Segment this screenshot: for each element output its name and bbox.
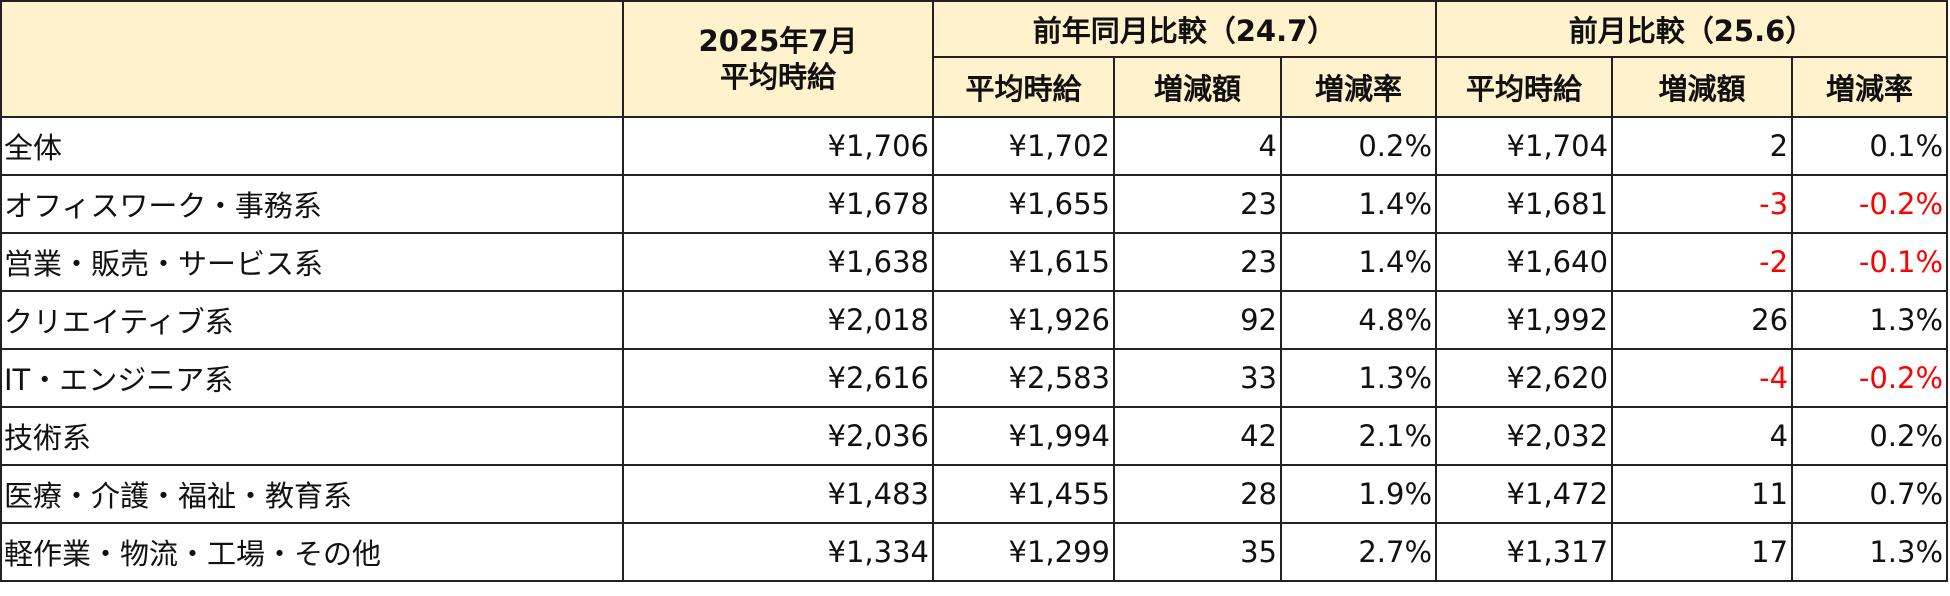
yoy-avg-cell: ¥1,702 bbox=[932, 116, 1115, 176]
category-cell: IT・エンジニア系 bbox=[0, 348, 624, 408]
mom-avg-cell: ¥1,681 bbox=[1435, 174, 1614, 234]
yoy-diff-cell: 23 bbox=[1113, 174, 1282, 234]
yoy-avg-header: 平均時給 bbox=[932, 56, 1115, 118]
mom-rate-cell: -0.2% bbox=[1791, 174, 1949, 234]
yoy-avg-cell: ¥1,994 bbox=[932, 406, 1115, 466]
mom-rate-header: 増減率 bbox=[1791, 56, 1949, 118]
mom-group-header: 前月比較（25.6） bbox=[1435, 0, 1949, 58]
yoy-rate-cell: 2.7% bbox=[1279, 522, 1438, 582]
yoy-rate-cell: 0.2% bbox=[1279, 116, 1438, 176]
mom-avg-cell: ¥2,032 bbox=[1435, 406, 1614, 466]
yoy-rate-cell: 1.9% bbox=[1279, 464, 1438, 524]
header-row-groups: 2025年7月 平均時給 前年同月比較（24.7） 前月比較（25.6） bbox=[0, 0, 1949, 118]
yoy-rate-cell: 4.8% bbox=[1279, 290, 1438, 350]
yoy-diff-cell: 4 bbox=[1113, 116, 1282, 176]
yoy-rate-cell: 2.1% bbox=[1279, 406, 1438, 466]
yoy-avg-cell: ¥1,455 bbox=[932, 464, 1115, 524]
yoy-avg-cell: ¥1,299 bbox=[932, 522, 1115, 582]
yoy-group-header: 前年同月比較（24.7） bbox=[931, 0, 1438, 58]
mom-rate-cell: 0.7% bbox=[1791, 464, 1949, 524]
yoy-diff-cell: 33 bbox=[1113, 348, 1282, 408]
wage-comparison-table: 2025年7月 平均時給 前年同月比較（24.7） 前月比較（25.6） 平均時… bbox=[0, 0, 1949, 582]
current-avg-cell: ¥1,334 bbox=[622, 522, 934, 582]
mom-avg-cell: ¥1,640 bbox=[1435, 232, 1614, 292]
yoy-rate-cell: 1.4% bbox=[1279, 174, 1438, 234]
category-cell: 全体 bbox=[0, 116, 624, 176]
category-header-cell bbox=[0, 0, 624, 118]
category-cell: 営業・販売・サービス系 bbox=[0, 232, 624, 292]
mom-avg-cell: ¥1,992 bbox=[1435, 290, 1614, 350]
mom-rate-cell: 0.2% bbox=[1791, 406, 1949, 466]
yoy-avg-cell: ¥2,583 bbox=[932, 348, 1115, 408]
category-cell: 軽作業・物流・工場・その他 bbox=[0, 522, 624, 582]
table-row: 全体 ¥1,706 ¥1,702 4 0.2% ¥1,704 2 0.1% bbox=[0, 116, 1949, 176]
mom-rate-cell: 1.3% bbox=[1791, 522, 1949, 582]
yoy-avg-cell: ¥1,615 bbox=[932, 232, 1115, 292]
current-period-header: 2025年7月 平均時給 bbox=[622, 0, 934, 118]
mom-avg-cell: ¥2,620 bbox=[1435, 348, 1614, 408]
mom-diff-cell: -4 bbox=[1611, 348, 1794, 408]
mom-rate-cell: 1.3% bbox=[1791, 290, 1949, 350]
current-avg-cell: ¥1,678 bbox=[622, 174, 934, 234]
current-period-label: 2025年7月 bbox=[698, 24, 858, 58]
yoy-diff-cell: 42 bbox=[1113, 406, 1282, 466]
mom-avg-cell: ¥1,472 bbox=[1435, 464, 1614, 524]
mom-diff-cell: -3 bbox=[1611, 174, 1794, 234]
mom-rate-cell: -0.1% bbox=[1791, 232, 1949, 292]
table-row: オフィスワーク・事務系 ¥1,678 ¥1,655 23 1.4% ¥1,681… bbox=[0, 174, 1949, 234]
header-row-columns: 平均時給 増減額 増減率 平均時給 増減額 増減率 bbox=[1, 56, 1949, 118]
current-avg-cell: ¥2,018 bbox=[622, 290, 934, 350]
mom-avg-cell: ¥1,317 bbox=[1435, 522, 1614, 582]
table-row: 軽作業・物流・工場・その他 ¥1,334 ¥1,299 35 2.7% ¥1,3… bbox=[0, 522, 1949, 582]
mom-rate-cell: -0.2% bbox=[1791, 348, 1949, 408]
yoy-diff-cell: 92 bbox=[1113, 290, 1282, 350]
current-avg-cell: ¥2,036 bbox=[622, 406, 934, 466]
mom-diff-cell: 26 bbox=[1611, 290, 1794, 350]
yoy-diff-header: 増減額 bbox=[1113, 56, 1282, 118]
table-row: 医療・介護・福祉・教育系 ¥1,483 ¥1,455 28 1.9% ¥1,47… bbox=[0, 464, 1949, 524]
current-avg-cell: ¥2,616 bbox=[622, 348, 934, 408]
current-avg-cell: ¥1,706 bbox=[622, 116, 934, 176]
table-row: IT・エンジニア系 ¥2,616 ¥2,583 33 1.3% ¥2,620 -… bbox=[0, 348, 1949, 408]
yoy-diff-cell: 23 bbox=[1113, 232, 1282, 292]
current-avg-cell: ¥1,483 bbox=[622, 464, 934, 524]
mom-diff-cell: 2 bbox=[1611, 116, 1794, 176]
yoy-avg-cell: ¥1,655 bbox=[932, 174, 1115, 234]
mom-avg-header: 平均時給 bbox=[1435, 56, 1614, 118]
mom-diff-cell: 11 bbox=[1611, 464, 1794, 524]
table-body: 全体 ¥1,706 ¥1,702 4 0.2% ¥1,704 2 0.1% オフ… bbox=[0, 116, 1949, 582]
yoy-avg-cell: ¥1,926 bbox=[932, 290, 1115, 350]
yoy-rate-header: 増減率 bbox=[1279, 56, 1438, 118]
current-avg-cell: ¥1,638 bbox=[622, 232, 934, 292]
mom-diff-cell: 4 bbox=[1611, 406, 1794, 466]
mom-rate-cell: 0.1% bbox=[1791, 116, 1949, 176]
table-row: 営業・販売・サービス系 ¥1,638 ¥1,615 23 1.4% ¥1,640… bbox=[0, 232, 1949, 292]
mom-avg-cell: ¥1,704 bbox=[1435, 116, 1614, 176]
category-cell: オフィスワーク・事務系 bbox=[0, 174, 624, 234]
yoy-rate-cell: 1.3% bbox=[1279, 348, 1438, 408]
current-period-sublabel: 平均時給 bbox=[719, 60, 836, 94]
mom-diff-header: 増減額 bbox=[1611, 56, 1794, 118]
category-cell: 技術系 bbox=[0, 406, 624, 466]
yoy-rate-cell: 1.4% bbox=[1279, 232, 1438, 292]
mom-diff-cell: 17 bbox=[1611, 522, 1794, 582]
mom-diff-cell: -2 bbox=[1611, 232, 1794, 292]
category-cell: 医療・介護・福祉・教育系 bbox=[0, 464, 624, 524]
yoy-diff-cell: 35 bbox=[1113, 522, 1282, 582]
table-row: クリエイティブ系 ¥2,018 ¥1,926 92 4.8% ¥1,992 26… bbox=[0, 290, 1949, 350]
table-header: 2025年7月 平均時給 前年同月比較（24.7） 前月比較（25.6） 平均時… bbox=[0, 0, 1949, 118]
table-row: 技術系 ¥2,036 ¥1,994 42 2.1% ¥2,032 4 0.2% bbox=[0, 406, 1949, 466]
yoy-diff-cell: 28 bbox=[1113, 464, 1282, 524]
category-cell: クリエイティブ系 bbox=[0, 290, 624, 350]
